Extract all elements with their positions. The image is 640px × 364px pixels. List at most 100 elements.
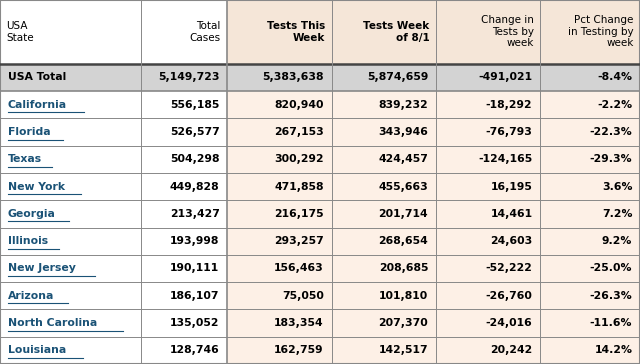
Text: New Jersey: New Jersey [8, 264, 76, 273]
Text: 75,050: 75,050 [282, 291, 324, 301]
Bar [540, 64, 640, 91]
Bar [436, 282, 540, 309]
Text: 449,828: 449,828 [170, 182, 220, 191]
Bar [540, 118, 640, 146]
Bar [332, 64, 436, 91]
Text: 186,107: 186,107 [170, 291, 220, 301]
Text: 193,998: 193,998 [170, 236, 220, 246]
Bar [0, 0, 141, 64]
Text: -24,016: -24,016 [486, 318, 532, 328]
Bar [227, 337, 332, 364]
Bar [227, 228, 332, 255]
Text: 9.2%: 9.2% [602, 236, 632, 246]
Text: 142,517: 142,517 [378, 345, 428, 355]
Text: Florida: Florida [8, 127, 51, 137]
Bar [141, 255, 227, 282]
Text: -8.4%: -8.4% [597, 72, 632, 82]
Bar [332, 146, 436, 173]
Text: USA
State: USA State [6, 21, 34, 43]
Bar [227, 200, 332, 228]
Bar [141, 0, 227, 64]
Text: 293,257: 293,257 [274, 236, 324, 246]
Text: Florida: Florida [8, 127, 51, 137]
Text: -52,222: -52,222 [486, 264, 532, 273]
Text: Illinois: Illinois [8, 236, 48, 246]
Text: 14.2%: 14.2% [595, 345, 632, 355]
Bar [227, 255, 332, 282]
Bar [332, 282, 436, 309]
Text: 128,746: 128,746 [170, 345, 220, 355]
Text: Arizona: Arizona [8, 291, 54, 301]
Text: 213,427: 213,427 [170, 209, 220, 219]
Text: 820,940: 820,940 [275, 100, 324, 110]
Text: New York: New York [8, 182, 65, 191]
Bar [141, 64, 227, 91]
Text: 424,457: 424,457 [378, 154, 428, 164]
Bar [0, 91, 141, 118]
Text: 526,577: 526,577 [170, 127, 220, 137]
Bar [332, 91, 436, 118]
Bar [332, 337, 436, 364]
Bar [0, 337, 141, 364]
Text: 135,052: 135,052 [170, 318, 220, 328]
Text: 268,654: 268,654 [378, 236, 428, 246]
Text: 5,383,638: 5,383,638 [262, 72, 324, 82]
Text: Texas: Texas [8, 154, 42, 164]
Text: Change in
Tests by
week: Change in Tests by week [481, 15, 534, 48]
Text: Louisiana: Louisiana [8, 345, 66, 355]
Bar [0, 146, 141, 173]
Bar [540, 200, 640, 228]
Bar [0, 173, 141, 200]
Bar [0, 309, 141, 337]
Bar [436, 91, 540, 118]
Bar [332, 0, 436, 64]
Bar [436, 200, 540, 228]
Bar [436, 0, 540, 64]
Text: 556,185: 556,185 [170, 100, 220, 110]
Text: -18,292: -18,292 [486, 100, 532, 110]
Text: 162,759: 162,759 [274, 345, 324, 355]
Bar [227, 64, 332, 91]
Text: 3.6%: 3.6% [602, 182, 632, 191]
Text: 208,685: 208,685 [379, 264, 428, 273]
Bar [436, 228, 540, 255]
Text: 5,149,723: 5,149,723 [158, 72, 220, 82]
Bar [332, 118, 436, 146]
Bar [540, 337, 640, 364]
Bar [332, 255, 436, 282]
Bar [0, 255, 141, 282]
Bar [141, 173, 227, 200]
Text: -11.6%: -11.6% [590, 318, 632, 328]
Text: California: California [8, 100, 67, 110]
Text: North Carolina: North Carolina [8, 318, 97, 328]
Text: Arizona: Arizona [8, 291, 54, 301]
Bar [227, 146, 332, 173]
Text: -124,165: -124,165 [478, 154, 532, 164]
Bar [141, 91, 227, 118]
Bar [540, 173, 640, 200]
Text: 343,946: 343,946 [378, 127, 428, 137]
Bar [436, 337, 540, 364]
Bar [0, 228, 141, 255]
Text: Georgia: Georgia [8, 209, 56, 219]
Bar [227, 0, 332, 64]
Text: -22.3%: -22.3% [589, 127, 632, 137]
Text: 7.2%: 7.2% [602, 209, 632, 219]
Bar [332, 228, 436, 255]
Text: Georgia: Georgia [8, 209, 56, 219]
Text: New York: New York [8, 182, 65, 191]
Text: -25.0%: -25.0% [590, 264, 632, 273]
Bar [227, 282, 332, 309]
Bar [141, 309, 227, 337]
Text: 24,603: 24,603 [490, 236, 532, 246]
Text: -26,760: -26,760 [486, 291, 532, 301]
Bar [227, 309, 332, 337]
Bar [0, 282, 141, 309]
Text: -491,021: -491,021 [478, 72, 532, 82]
Text: 300,292: 300,292 [274, 154, 324, 164]
Bar [436, 173, 540, 200]
Bar [436, 64, 540, 91]
Text: 207,370: 207,370 [378, 318, 428, 328]
Text: Pct Change
in Testing by
week: Pct Change in Testing by week [568, 15, 634, 48]
Bar [436, 146, 540, 173]
